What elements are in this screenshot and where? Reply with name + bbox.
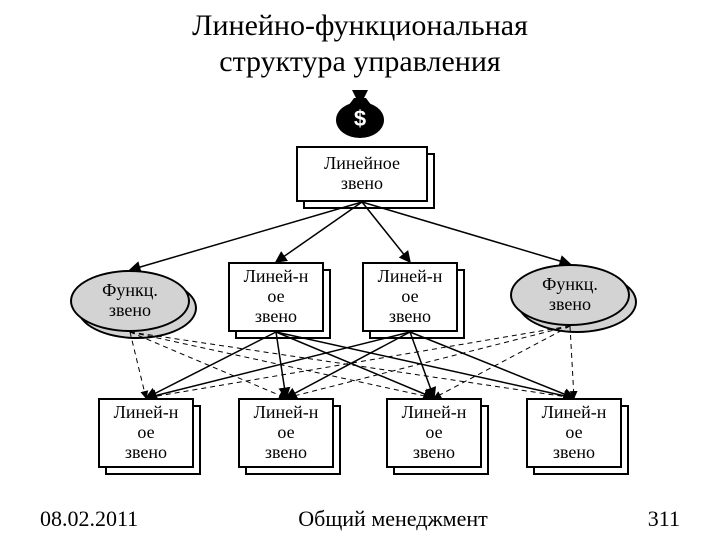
money-bag-icon: $ [332,88,388,138]
node-bot_4: Линей-ноезвено [526,398,622,468]
footer-center: Общий менеджмент [298,506,487,532]
node-mid_a: Линей-ноезвено [228,262,324,332]
footer-date: 08.02.2011 [40,506,138,532]
footer: 08.02.2011 Общий менеджмент 311 [0,506,720,532]
node-bot_2: Линей-ноезвено [238,398,334,468]
title-line1: Линейно-функциональная [192,9,528,42]
footer-page: 311 [648,506,680,532]
node-bot_3: Линей-ноезвено [386,398,482,468]
node-bot_1: Линей-ноезвено [98,398,194,468]
node-func_l: Функц.звено [70,270,190,332]
node-mid_b: Линей-ноезвено [362,262,458,332]
slide-title: Линейно-функциональная структура управле… [0,0,720,80]
node-func_r: Функц.звено [510,264,630,326]
title-line2: структура управления [219,45,500,78]
svg-text:$: $ [354,106,366,131]
node-root: Линейноезвено [296,146,428,202]
